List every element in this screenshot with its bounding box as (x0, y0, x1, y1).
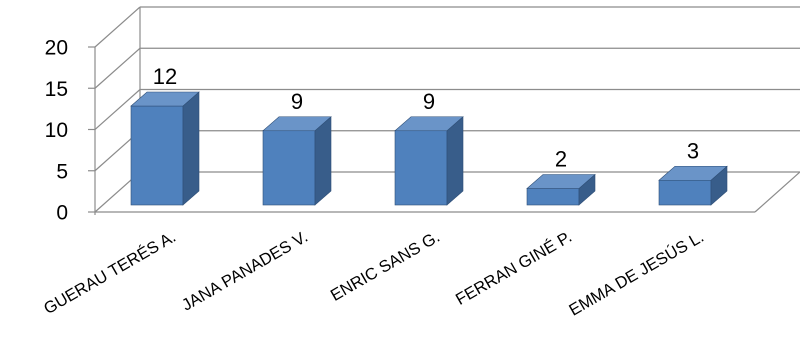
bars (130, 91, 728, 206)
bar-top (658, 165, 728, 181)
data-label-5: 3 (687, 138, 699, 163)
y-axis: 0 5 10 15 20 (45, 37, 95, 225)
bar-side (182, 91, 200, 206)
chart-gridlines (94, 6, 800, 215)
y-tick-label-5: 5 (56, 160, 68, 183)
floor-right-edge (754, 171, 800, 213)
bar-front (394, 130, 448, 206)
data-label-1: 12 (153, 64, 177, 89)
x-axis: GUERAU TERÉS A. JANA PANADES V. ENRIC SANS… (40, 227, 707, 320)
x-tick-label-4: FERRAN GINÉ P. (452, 227, 575, 309)
bar-top (262, 116, 332, 132)
x-tick-label-3: ENRIC SANS G. (328, 228, 443, 305)
gridline-side-10 (94, 89, 141, 130)
bar-front (130, 105, 184, 206)
data-label-3: 9 (423, 89, 435, 114)
bar-side (314, 116, 332, 206)
bar-4 (526, 173, 596, 206)
bar-1 (130, 91, 200, 206)
x-tick-label-1: GUERAU TERÉS A. (40, 227, 179, 318)
data-label-2: 9 (291, 89, 303, 114)
x-tick-label-5: EMMA DE JESÚS L. (566, 227, 707, 320)
bar-2 (262, 116, 332, 206)
bar-3 (394, 116, 464, 206)
data-label-4: 2 (555, 147, 567, 172)
bar-front (658, 179, 712, 206)
bar-front (262, 130, 316, 206)
x-tick-label-2: JANA PANADES V. (179, 228, 311, 315)
data-labels: 12 9 9 2 3 (153, 64, 699, 172)
y-tick-label-10: 10 (45, 119, 68, 142)
y-tick-label-15: 15 (45, 78, 68, 101)
bar-top (394, 116, 464, 132)
bar-side (446, 116, 464, 206)
bar-top (130, 91, 200, 107)
y-tick-label-0: 0 (56, 202, 68, 225)
bar-5 (658, 165, 728, 206)
y-tick-label-20: 20 (45, 37, 68, 60)
gridline-side-15 (94, 47, 141, 89)
bar-top (526, 174, 596, 189)
bar-front (526, 188, 580, 206)
gridline-side-20 (94, 6, 141, 48)
